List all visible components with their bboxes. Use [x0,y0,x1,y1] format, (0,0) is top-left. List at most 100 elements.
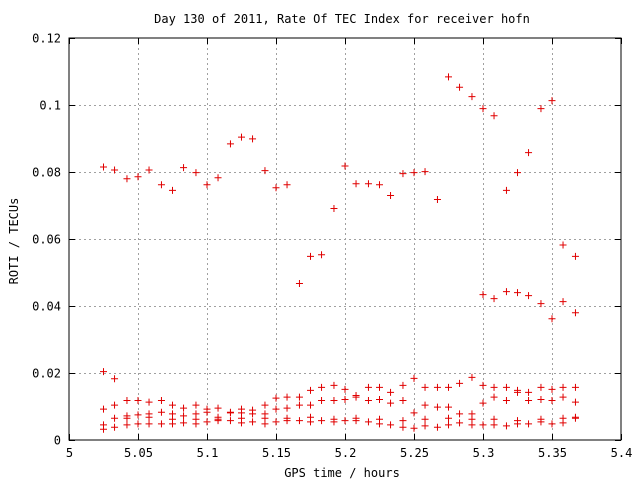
data-point [249,135,257,143]
data-point [548,315,556,323]
data-point [238,133,245,141]
x-tick-label: 5.3 [473,446,495,460]
data-point [318,396,326,404]
x-tick-label: 5.05 [124,446,153,460]
y-tick-label: 0.08 [32,166,61,180]
data-point [387,191,395,199]
chart-title: Day 130 of 2011, Rate Of TEC Index for r… [154,12,530,26]
data-point [490,393,498,401]
data-point [421,422,429,430]
data-point [283,393,291,401]
data-point [283,181,291,189]
data-point [502,422,510,430]
data-point [318,417,326,425]
data-point [421,401,429,409]
data-point [502,383,510,391]
data-point [134,173,142,181]
data-point [376,395,383,403]
data-point [364,418,372,426]
data-point [203,181,211,189]
data-point [559,393,567,401]
data-point [226,409,234,417]
data-point [537,415,545,423]
data-point [307,386,314,394]
data-point [145,166,153,174]
data-point [318,251,326,259]
data-point [548,420,556,428]
data-point [249,410,257,418]
data-point [571,309,579,317]
data-point [490,295,498,303]
data-point [456,379,464,387]
data-point [548,385,556,393]
data-point [479,105,487,113]
data-point [525,420,533,428]
data-point [502,186,510,194]
data-point [559,298,567,306]
data-point [445,421,452,429]
data-point [295,280,303,288]
data-point [525,388,533,396]
y-tick-label: 0.06 [32,233,61,247]
data-point [399,423,407,431]
data-point [433,423,441,431]
data-point [410,409,418,417]
y-tick-labels: 0 0.02 0.04 0.06 0.08 0.1 0.12 [32,32,61,448]
data-point [514,289,521,297]
data-point [514,169,521,177]
x-axis-label: GPS time / hours [284,466,400,480]
data-point [399,417,407,425]
data-point [272,394,280,402]
data-point [307,413,314,421]
data-point [272,418,280,426]
data-point [537,105,545,113]
x-tick-label: 5.4 [611,446,633,460]
data-point [111,401,119,409]
data-point [123,414,131,422]
data-point [341,162,349,170]
x-tick-label: 5.2 [335,446,357,460]
x-tick-label: 5 [66,446,73,460]
data-point [387,388,395,396]
data-point [399,396,407,404]
data-point [180,164,188,172]
data-points [100,73,579,433]
x-tick-label: 5.15 [262,446,291,460]
data-point [364,180,372,188]
data-point [249,418,257,426]
data-point [490,112,498,120]
data-point [169,415,176,423]
data-point [571,252,579,260]
data-point [468,415,476,423]
data-point [537,300,545,308]
data-point [261,167,269,175]
data-point [456,419,464,427]
data-point [330,415,338,423]
data-point [145,413,153,421]
data-point [456,410,464,418]
data-point [352,393,360,401]
data-point [410,424,418,432]
x-tick-label: 5.25 [400,446,429,460]
data-point [214,404,222,412]
data-point [261,401,269,409]
data-point [376,415,383,423]
data-point [479,399,487,407]
data-point [548,396,556,404]
data-point [123,396,131,404]
data-point [341,395,349,403]
y-tick-label: 0 [54,434,61,448]
data-point [134,396,142,404]
data-point [214,174,222,182]
data-point [330,396,338,404]
data-point [226,140,234,148]
data-point [352,180,360,188]
data-point [525,396,533,404]
data-point [525,149,533,157]
data-point [100,368,107,376]
data-point [433,195,441,203]
data-point [111,375,119,383]
y-tick-label: 0.02 [32,367,61,381]
data-point [111,166,119,174]
data-point [238,414,245,422]
